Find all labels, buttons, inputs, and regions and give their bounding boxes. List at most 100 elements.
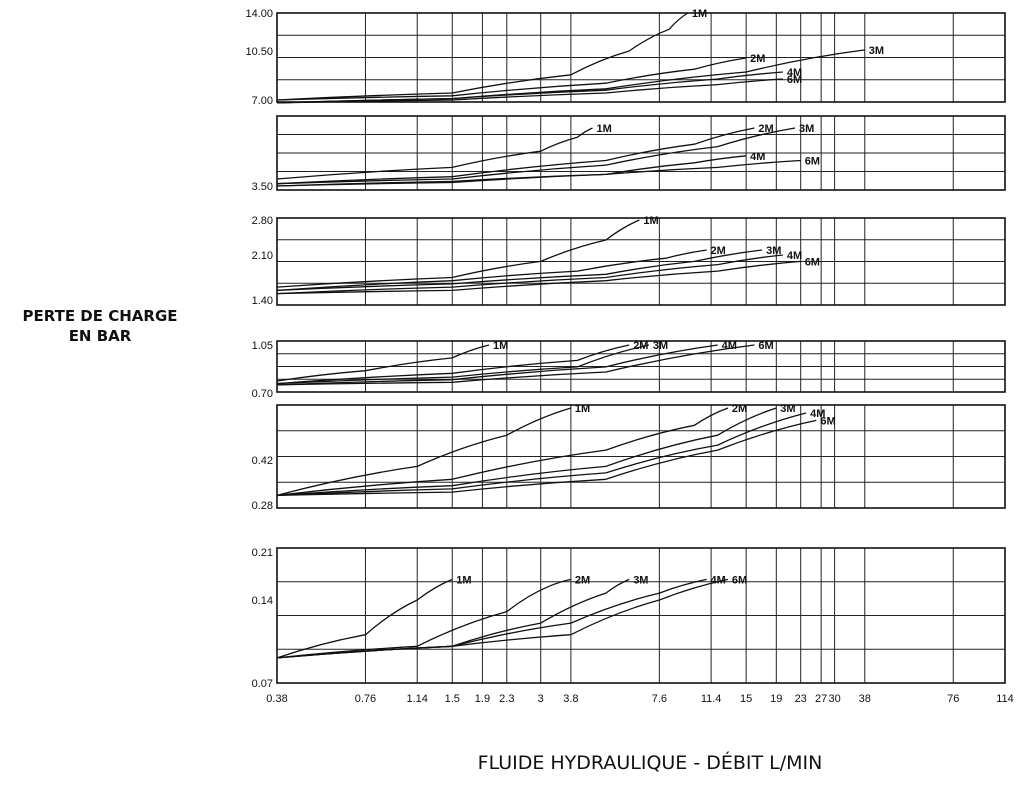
- panel-4-series-label-4M: 4M: [722, 340, 737, 352]
- panel-5-frame: [276, 404, 1006, 509]
- panel-6-series-2M: [276, 578, 572, 659]
- panel-4-series-3M: [276, 344, 650, 385]
- panel-4-series-2M: [276, 344, 630, 385]
- panel-1-y-tick-label: 14.00: [245, 8, 273, 20]
- panel-1-series-6M: [276, 78, 783, 104]
- panel-6-y-tick-label: 0.14: [252, 595, 273, 607]
- panel-6-y-tick-label: 0.21: [252, 547, 273, 559]
- panel-6-series-label-1M: 1M: [456, 574, 471, 586]
- panel-3-y-tick-label: 2.10: [252, 250, 273, 262]
- panel-2-series-1M: [276, 127, 593, 180]
- panel-3-series-3M: [276, 249, 763, 292]
- x-tick-label: 3.8: [563, 693, 578, 705]
- panel-1-series-label-2M: 2M: [750, 53, 765, 65]
- x-tick-label: 2.3: [499, 693, 514, 705]
- panel-4-series-label-2M: 2M: [633, 340, 648, 352]
- panel-6-series-1M: [276, 578, 453, 659]
- x-tick-label: 7.6: [652, 693, 667, 705]
- panel-2-series-2M: [276, 127, 755, 185]
- panel-2-y-tick-label: 3.50: [252, 181, 273, 193]
- panel-5-series-6M: [276, 419, 817, 497]
- panel-4-frame: [276, 340, 1006, 393]
- x-tick-label: 1.5: [445, 693, 460, 705]
- panel-5-series-1M: [276, 407, 572, 497]
- panel-4-series-4M: [276, 344, 718, 386]
- y-axis-label: PERTE DE CHARGE EN BAR: [0, 306, 200, 346]
- panel-1-y-tick-label: 10.50: [245, 46, 273, 58]
- panel-5-series-label-3M: 3M: [780, 403, 795, 415]
- panel-6-frame: [276, 547, 1006, 684]
- panel-4-series-label-6M: 6M: [758, 340, 773, 352]
- panel-2-frame: [276, 115, 1006, 191]
- panel-2-series-label-2M: 2M: [758, 123, 773, 135]
- panel-6-y-tick-label: 0.07: [252, 678, 273, 690]
- panel-5-series-label-1M: 1M: [575, 403, 590, 415]
- x-tick-label: 27: [815, 693, 827, 705]
- panel-5-series-4M: [276, 412, 807, 497]
- panel-6-series-4M: [276, 578, 707, 659]
- panel-5-y-tick-label: 0.42: [252, 455, 273, 467]
- x-tick-label: 1.14: [407, 693, 428, 705]
- panel-2-series-label-1M: 1M: [596, 123, 611, 135]
- panel-5-series-label-4M: 4M: [810, 408, 825, 420]
- panel-4-series-6M: [276, 344, 755, 386]
- panel-1-series-1M: [276, 12, 689, 101]
- x-tick-label: 19: [770, 693, 782, 705]
- panel-6-series-label-3M: 3M: [633, 574, 648, 586]
- panel-1-frame: [276, 12, 1006, 103]
- panel-5-series-label-6M: 6M: [820, 415, 835, 427]
- panel-6-series-label-2M: 2M: [575, 574, 590, 586]
- panel-3-series-label-3M: 3M: [766, 245, 781, 257]
- panel-4-series-label-3M: 3M: [653, 340, 668, 352]
- panel-4-y-tick-label: 1.05: [252, 340, 273, 352]
- panel-3-series-4M: [276, 254, 783, 295]
- x-tick-label: 38: [859, 693, 871, 705]
- x-tick-label: 3: [538, 693, 544, 705]
- panel-1-y-tick-label: 7.00: [252, 95, 273, 107]
- panel-3-y-tick-label: 2.80: [252, 215, 273, 227]
- panel-5-y-tick-label: 0.28: [252, 500, 273, 512]
- panel-2-series-label-4M: 4M: [750, 151, 765, 163]
- panel-3-frame: [276, 217, 1006, 306]
- panel-4-series-label-1M: 1M: [493, 340, 508, 352]
- panel-3-y-tick-label: 1.40: [252, 295, 273, 307]
- x-tick-label: 11.4: [701, 693, 722, 705]
- x-tick-label: 0.38: [266, 693, 287, 705]
- x-tick-label: 1.9: [475, 693, 490, 705]
- x-tick-label: 30: [828, 693, 840, 705]
- panel-6-series-6M: [276, 578, 729, 659]
- panel-6-series-label-4M: 4M: [711, 574, 726, 586]
- y-axis-label-line-1: PERTE DE CHARGE: [22, 307, 178, 325]
- panel-3-series-2M: [276, 249, 707, 292]
- x-tick-label: 0.76: [355, 693, 376, 705]
- panel-3-series-1M: [276, 219, 640, 288]
- panel-3-series-label-2M: 2M: [711, 245, 726, 257]
- panel-5-series-label-2M: 2M: [732, 403, 747, 415]
- x-tick-label: 15: [740, 693, 752, 705]
- x-tick-label: 76: [947, 693, 959, 705]
- panel-6-series-label-6M: 6M: [732, 574, 747, 586]
- panel-2-series-label-6M: 6M: [805, 155, 820, 167]
- panel-1-series-label-1M: 1M: [692, 8, 707, 20]
- panel-4-series-1M: [276, 344, 490, 382]
- panel-1-series-label-3M: 3M: [869, 45, 884, 57]
- x-axis-label: FLUIDE HYDRAULIQUE - DÉBIT L/MIN: [477, 752, 823, 774]
- panel-2-series-6M: [276, 159, 801, 187]
- panel-3-series-label-1M: 1M: [643, 215, 658, 227]
- panel-1-series-2M: [276, 57, 747, 101]
- panel-3-series-label-4M: 4M: [787, 250, 802, 262]
- panel-3-series-6M: [276, 260, 801, 295]
- panel-2-series-3M: [276, 127, 796, 185]
- x-tick-label: 114: [996, 693, 1014, 705]
- x-tick-label: 23: [795, 693, 807, 705]
- panel-1-series-label-4M: 4M: [787, 67, 802, 79]
- panel-1-series-label-6M: 6M: [787, 74, 802, 86]
- panel-4-y-tick-label: 0.70: [252, 388, 273, 400]
- panel-5-series-3M: [276, 407, 777, 497]
- panel-5-series-2M: [276, 407, 729, 497]
- panel-2-series-label-3M: 3M: [799, 123, 814, 135]
- y-axis-label-line-2: EN BAR: [68, 327, 132, 345]
- panel-1-series-4M: [276, 71, 783, 104]
- panel-3-series-label-6M: 6M: [805, 256, 820, 268]
